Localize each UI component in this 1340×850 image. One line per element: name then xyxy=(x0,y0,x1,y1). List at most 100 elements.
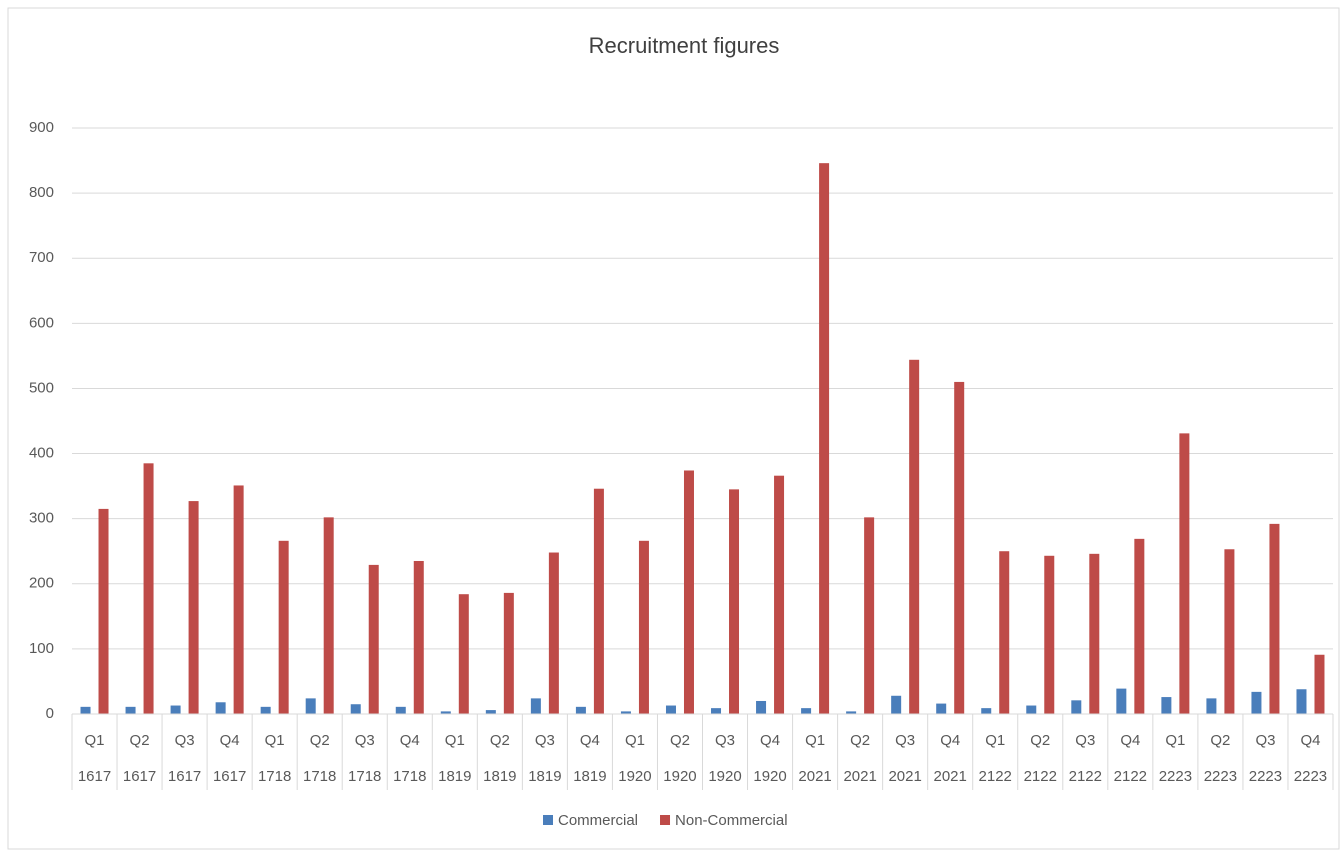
bar xyxy=(1206,698,1217,714)
x-group-label: 2223 xyxy=(1204,768,1237,785)
x-tick-label: Q2 xyxy=(130,732,150,749)
y-tick-label: 500 xyxy=(29,379,54,396)
bar xyxy=(368,564,379,714)
bar xyxy=(440,711,451,714)
bar xyxy=(936,703,947,714)
bar xyxy=(548,552,559,714)
x-group-label: 2223 xyxy=(1294,768,1327,785)
x-group-label: 1819 xyxy=(438,768,471,785)
x-group-label: 1718 xyxy=(393,768,426,785)
bar xyxy=(575,706,586,714)
y-tick-label: 700 xyxy=(29,249,54,266)
bar xyxy=(1224,549,1235,714)
x-group-label: 1718 xyxy=(258,768,291,785)
bar xyxy=(999,551,1010,714)
x-group-label: 2122 xyxy=(1069,768,1102,785)
bar xyxy=(80,706,91,714)
x-tick-label: Q3 xyxy=(535,732,555,749)
x-tick-label: Q3 xyxy=(175,732,195,749)
x-group-label: 1819 xyxy=(528,768,561,785)
bar xyxy=(188,501,199,714)
x-tick-label: Q1 xyxy=(625,732,645,749)
bar xyxy=(1026,705,1037,714)
y-tick-label: 400 xyxy=(29,445,54,462)
x-tick-label: Q2 xyxy=(1030,732,1050,749)
bar xyxy=(756,700,767,714)
bar xyxy=(801,708,812,714)
y-tick-label: 900 xyxy=(29,119,54,136)
x-tick-label: Q3 xyxy=(355,732,375,749)
bar xyxy=(1251,691,1262,714)
bar xyxy=(1269,523,1280,714)
y-tick-label: 200 xyxy=(29,575,54,592)
bar xyxy=(891,695,902,714)
y-tick-label: 800 xyxy=(29,184,54,201)
bar xyxy=(846,711,857,714)
x-group-label: 1718 xyxy=(348,768,381,785)
x-tick-label: Q3 xyxy=(715,732,735,749)
bar xyxy=(350,704,361,714)
bar xyxy=(98,508,109,714)
x-tick-label: Q4 xyxy=(760,732,780,749)
bar xyxy=(278,540,289,714)
bar xyxy=(260,706,271,714)
bar xyxy=(819,163,830,714)
bar xyxy=(233,485,244,714)
x-tick-label: Q4 xyxy=(1300,732,1320,749)
x-group-label: 2223 xyxy=(1159,768,1192,785)
x-group-label: 1920 xyxy=(753,768,786,785)
bar xyxy=(323,517,334,714)
x-group-label: 1920 xyxy=(618,768,651,785)
bar xyxy=(1044,555,1055,714)
bar xyxy=(1161,697,1172,714)
x-tick-label: Q1 xyxy=(1165,732,1185,749)
x-group-label: 2021 xyxy=(934,768,967,785)
bar xyxy=(1296,689,1307,714)
x-group-label: 1617 xyxy=(213,768,246,785)
x-group-label: 2021 xyxy=(888,768,921,785)
bar xyxy=(683,470,694,714)
x-group-label: 1920 xyxy=(663,768,696,785)
x-tick-label: Q4 xyxy=(940,732,960,749)
bar xyxy=(485,710,496,714)
bar xyxy=(864,517,875,714)
chart-border xyxy=(7,7,1340,850)
bar xyxy=(395,706,406,714)
x-tick-label: Q4 xyxy=(220,732,240,749)
x-tick-label: Q2 xyxy=(670,732,690,749)
y-tick-label: 300 xyxy=(29,510,54,527)
x-group-label: 1718 xyxy=(303,768,336,785)
y-tick-label: 600 xyxy=(29,314,54,331)
legend-swatch xyxy=(543,815,553,825)
x-tick-label: Q4 xyxy=(1120,732,1140,749)
bar xyxy=(1089,553,1100,714)
bar xyxy=(458,594,469,714)
x-tick-label: Q2 xyxy=(310,732,330,749)
x-group-label: 1819 xyxy=(573,768,606,785)
x-tick-label: Q1 xyxy=(445,732,465,749)
x-group-label: 1819 xyxy=(483,768,516,785)
bar xyxy=(593,488,604,714)
bar xyxy=(1071,700,1082,714)
bar xyxy=(1314,654,1325,714)
x-tick-label: Q4 xyxy=(400,732,420,749)
y-tick-label: 0 xyxy=(46,705,54,722)
x-group-label: 2122 xyxy=(1024,768,1057,785)
bar xyxy=(530,698,541,714)
x-group-label: 1617 xyxy=(168,768,201,785)
bar xyxy=(954,381,965,714)
legend-label: Non-Commercial xyxy=(675,812,788,829)
legend-label: Commercial xyxy=(558,812,638,829)
bar xyxy=(215,702,226,714)
bar xyxy=(981,708,992,714)
x-group-label: 1617 xyxy=(123,768,156,785)
x-tick-label: Q2 xyxy=(1210,732,1230,749)
bar xyxy=(170,705,181,714)
bar xyxy=(1179,433,1190,714)
bar xyxy=(638,540,649,714)
bar xyxy=(909,359,920,714)
x-group-label: 2223 xyxy=(1249,768,1282,785)
chart-title: Recruitment figures xyxy=(589,33,780,58)
x-tick-label: Q3 xyxy=(1075,732,1095,749)
